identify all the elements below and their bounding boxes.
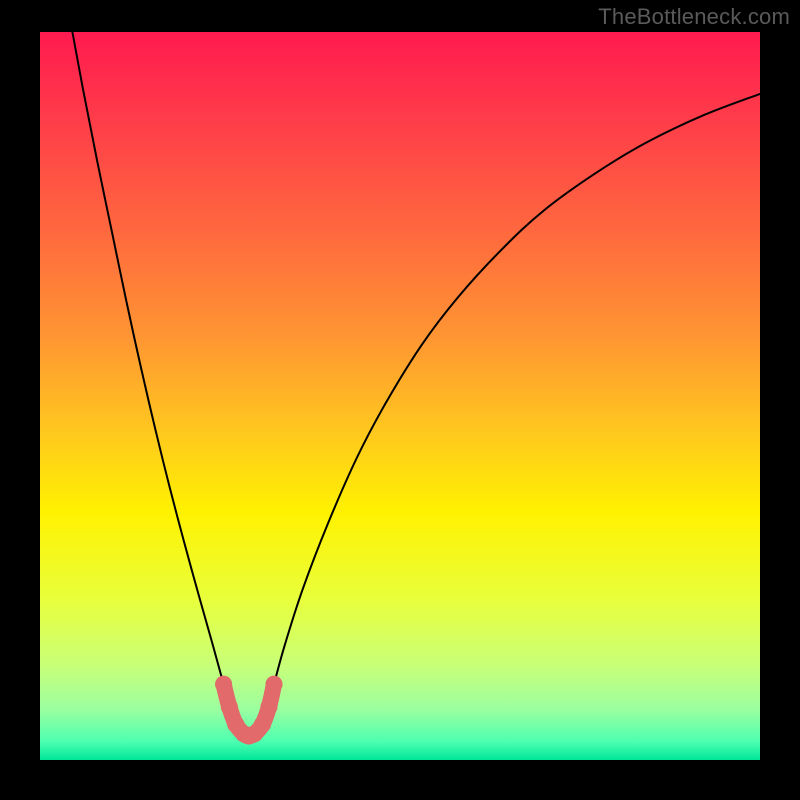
optimal-range-marker xyxy=(215,676,232,693)
bottleneck-curve-chart xyxy=(0,0,800,800)
optimal-range-marker xyxy=(266,676,283,693)
chart-container: TheBottleneck.com xyxy=(0,0,800,800)
optimal-range-marker xyxy=(254,716,271,733)
optimal-range-marker xyxy=(221,698,238,715)
optimal-range-marker xyxy=(260,698,277,715)
watermark-text: TheBottleneck.com xyxy=(598,4,790,30)
